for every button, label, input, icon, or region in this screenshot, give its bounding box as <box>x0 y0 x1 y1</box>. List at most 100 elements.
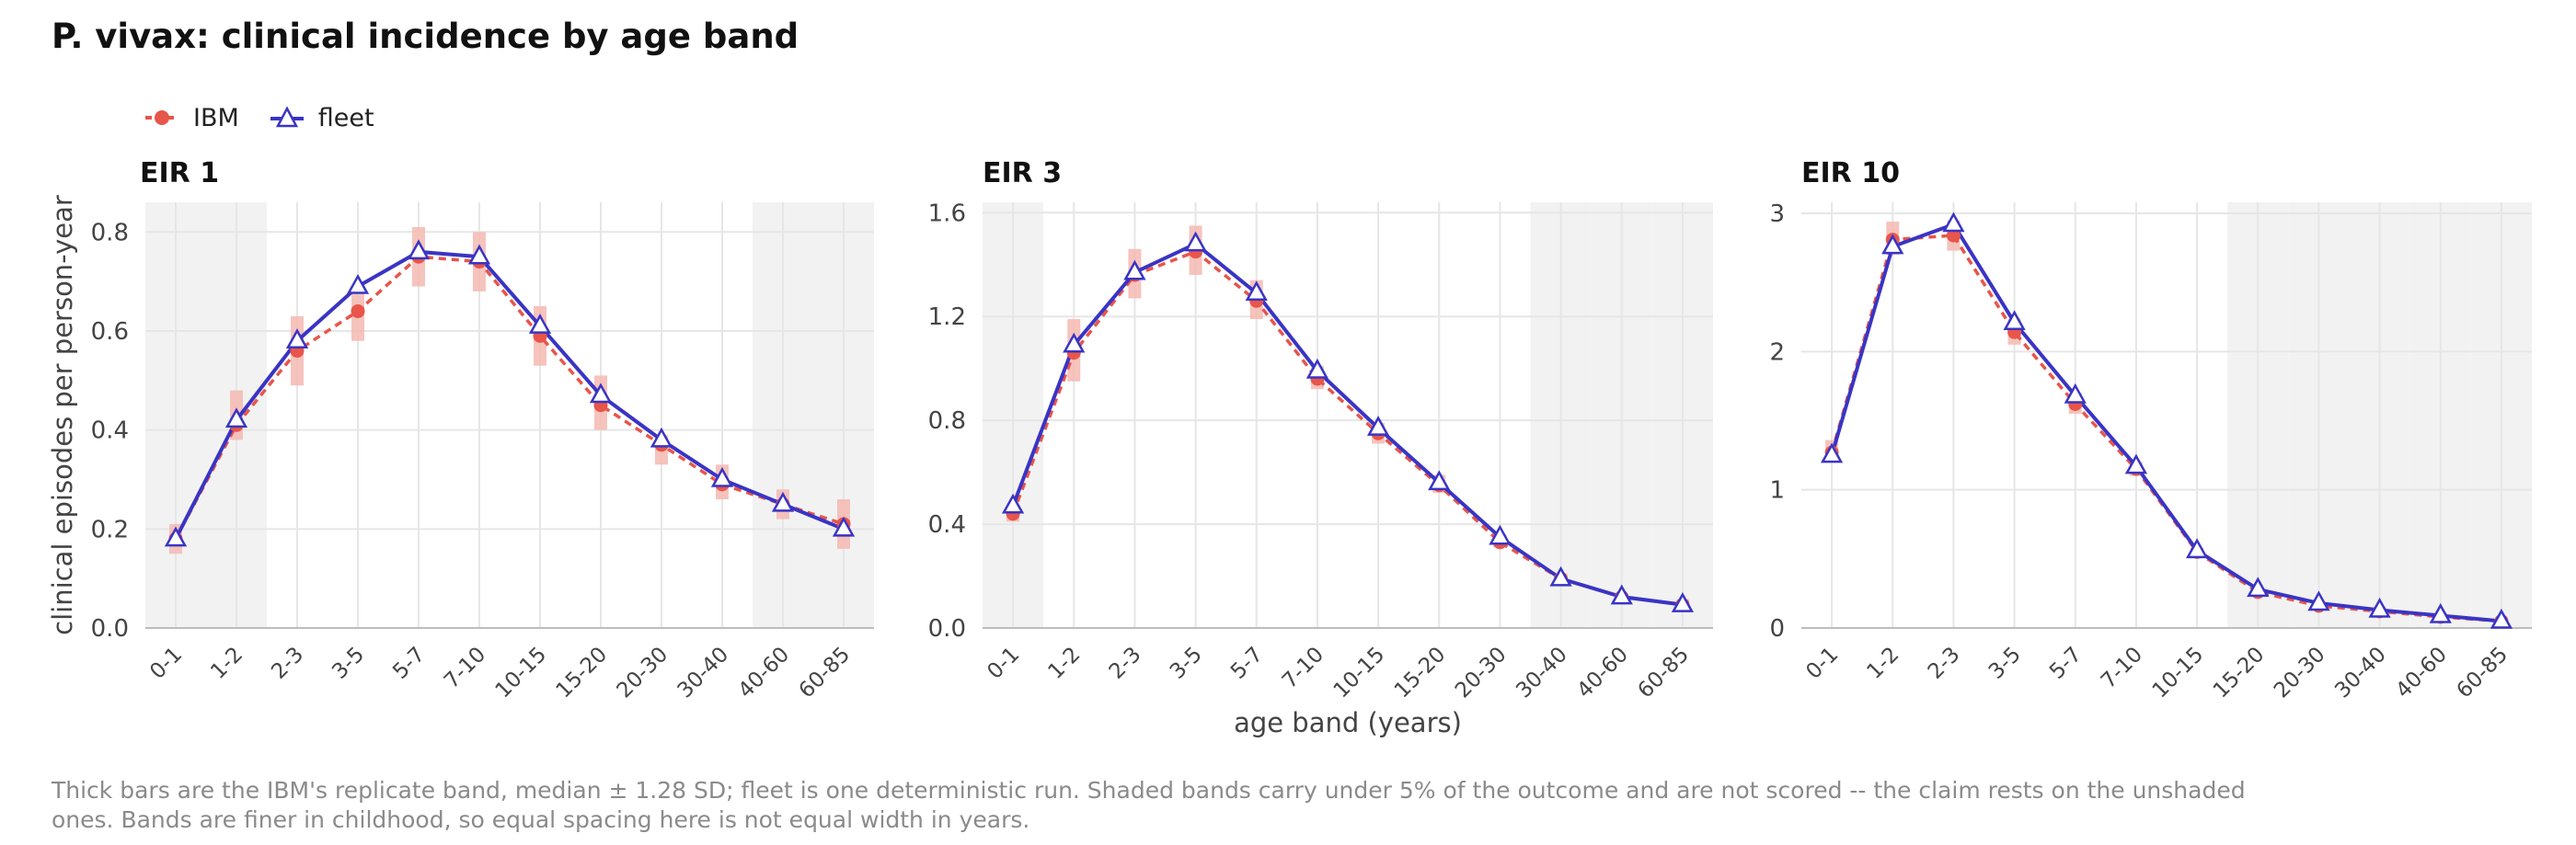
x-tick-label: 0-1 <box>145 643 187 684</box>
x-tick-label: 5-7 <box>2045 643 2087 684</box>
fleet-point <box>2490 608 2513 629</box>
fleet-point <box>2247 577 2270 598</box>
fleet-point <box>1820 442 1844 463</box>
x-tick-label: 40-60 <box>2391 643 2452 703</box>
x-tick-label: 15-20 <box>1390 643 1451 703</box>
fleet-point <box>2368 597 2391 618</box>
x-tick-label: 2-3 <box>1924 643 1965 684</box>
y-tick-label: 0 <box>1769 615 1785 643</box>
legend: IBM fleet <box>144 99 404 136</box>
x-tick-label: 7-10 <box>1278 643 1328 693</box>
y-tick-label: 0.6 <box>91 318 129 346</box>
fleet-point <box>164 526 188 547</box>
fleet-point <box>1489 524 1512 545</box>
fleet-point <box>1549 565 1572 587</box>
fleet-point <box>1428 470 1451 491</box>
series-line-ibm <box>174 255 845 540</box>
y-tick-label: 0.0 <box>91 615 129 643</box>
x-tick-label: 7-10 <box>2097 643 2147 693</box>
fleet-point <box>467 244 491 265</box>
ibm-point <box>1946 228 1961 243</box>
fleet-point <box>1305 358 1329 379</box>
panel-title: EIR 10 <box>1801 157 1900 189</box>
fleet-point <box>2064 383 2087 404</box>
panel-1: 0.0 0.2 0.4 0.6 0.8 0-1 1-2 2-3 3-5 5-7 7-10 10-15 1… <box>47 157 874 703</box>
fleet-point <box>2307 590 2330 611</box>
fleet-point <box>1671 592 1695 612</box>
x-tick-label: 2-3 <box>267 643 308 684</box>
x-tick-label: 20-30 <box>613 643 673 703</box>
legend-item-fleet: fleet <box>269 104 374 132</box>
x-tick-label: 40-60 <box>1572 643 1633 703</box>
x-tick-label: 30-40 <box>1512 643 1572 703</box>
chart-title: P. vivax: clinical incidence by age band <box>52 17 799 56</box>
panel-title: EIR 3 <box>983 157 1062 189</box>
panel-3: 0 1 2 3 0-1 1-2 2-3 3-5 5-7 7-10 10-15 15-20 20-30 30… <box>1769 157 2532 703</box>
legend-label-ibm: IBM <box>193 103 239 132</box>
fleet-point <box>2124 453 2148 474</box>
y-tick-label: 0.0 <box>928 615 966 643</box>
fleet-point <box>407 239 431 260</box>
x-tick-label: 10-15 <box>2148 643 2209 703</box>
x-tick-label: 1-2 <box>1044 643 1086 684</box>
fleet-point <box>1245 280 1268 302</box>
fleet-point <box>346 273 370 294</box>
y-tick-label: 0.2 <box>91 516 129 543</box>
legend-swatch-fleet <box>270 106 304 128</box>
x-tick-label: 5-7 <box>1226 643 1268 684</box>
legend-label-fleet: fleet <box>317 103 374 132</box>
x-tick-label: 0-1 <box>1801 643 1843 684</box>
ibm-point <box>351 303 365 318</box>
y-tick-label: 0.8 <box>91 219 129 246</box>
fleet-point <box>528 314 552 334</box>
x-tick-label: 3-5 <box>1984 643 2026 684</box>
x-tick-label: 30-40 <box>2330 643 2391 703</box>
y-tick-label: 0.8 <box>928 407 966 435</box>
y-tick-label: 2 <box>1769 338 1785 366</box>
x-tick-label: 15-20 <box>2209 643 2270 703</box>
series-line-fleet <box>1830 222 2502 623</box>
fleet-point <box>832 516 856 537</box>
y-tick-label: 1.6 <box>928 200 966 227</box>
chart-caption: Thick bars are the IBM's replicate band,… <box>52 777 2246 833</box>
fleet-point <box>1184 231 1207 252</box>
fleet-point <box>589 383 613 404</box>
fleet-point <box>2185 538 2209 559</box>
fleet-point <box>771 491 795 512</box>
x-tick-label: 60-85 <box>795 643 856 703</box>
fleet-point <box>224 407 248 428</box>
x-tick-label: 60-85 <box>2453 643 2513 703</box>
fleet-point <box>2429 602 2452 623</box>
x-tick-label: 20-30 <box>2270 643 2330 703</box>
x-tick-label: 2-3 <box>1105 643 1146 684</box>
series-line-fleet <box>174 249 845 541</box>
y-tick-label: 0.4 <box>928 511 966 539</box>
x-tick-label: 20-30 <box>1451 643 1512 703</box>
legend-item-ibm: IBM <box>144 104 239 132</box>
fleet-point <box>1063 332 1086 353</box>
fleet-point <box>2003 310 2026 331</box>
panel-title: EIR 1 <box>140 157 219 189</box>
y-axis-label: clinical episodes per person-year <box>47 195 78 635</box>
x-tick-label: 1-2 <box>206 643 247 684</box>
y-tick-label: 0.4 <box>91 417 129 445</box>
fleet-point <box>1001 493 1025 514</box>
x-tick-label: 30-40 <box>673 643 734 703</box>
y-tick-label: 3 <box>1769 200 1785 228</box>
fleet-point <box>710 466 734 487</box>
x-tick-label: 40-60 <box>734 643 795 703</box>
x-tick-label: 3-5 <box>328 643 369 684</box>
x-tick-label: 0-1 <box>983 643 1024 684</box>
series-line-fleet <box>1011 241 1684 607</box>
x-tick-label: 60-85 <box>1634 643 1695 703</box>
x-tick-label: 10-15 <box>491 643 552 703</box>
x-tick-label: 10-15 <box>1329 643 1390 703</box>
x-tick-label: 15-20 <box>552 643 613 703</box>
y-tick-label: 1.2 <box>928 303 966 331</box>
fleet-point <box>1610 584 1633 605</box>
fleet-point <box>1942 211 1965 233</box>
x-axis-label: age band (years) <box>1234 707 1462 738</box>
fleet-point <box>1366 416 1390 436</box>
fleet-point <box>1123 259 1146 280</box>
